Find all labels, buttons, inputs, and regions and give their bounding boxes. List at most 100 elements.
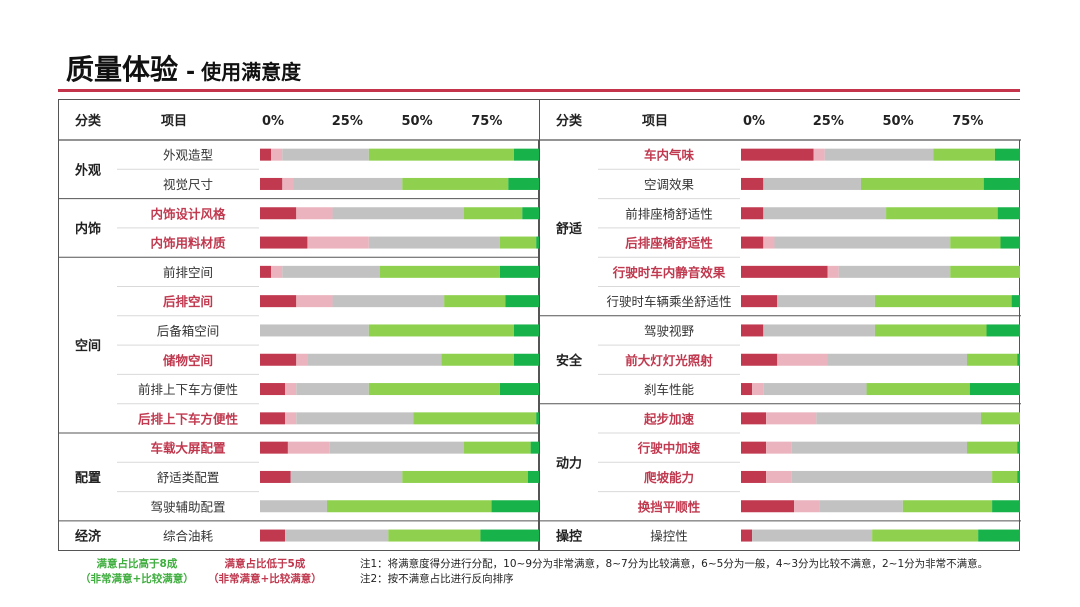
item-label: 车载大屏配置 xyxy=(150,441,226,456)
legend-red-line2: （非常满意+比较满意） xyxy=(208,573,322,585)
item-label: 内饰设计风格 xyxy=(150,206,226,221)
item-label: 舒适类配置 xyxy=(157,470,220,485)
bar-segment-neutral xyxy=(368,236,500,249)
item-label: 驾驶视野 xyxy=(644,323,695,338)
bar-segment-neutral xyxy=(332,295,445,308)
bar-segment-less-satisfied xyxy=(368,324,514,337)
bar-segment-neutral xyxy=(791,441,967,454)
bar-segment-neutral xyxy=(332,207,464,220)
bar-segment-neutral xyxy=(307,353,442,366)
bar-segment-neutral xyxy=(296,383,369,396)
bar-segment-neutral xyxy=(763,324,875,337)
header-item: 项目 xyxy=(642,114,668,129)
bar-segment-less-unsatisfied xyxy=(285,412,297,425)
bar-segment-very-unsatisfied xyxy=(741,265,828,278)
footnote-2: 注2：按不满意占比进行反向排序 xyxy=(360,573,514,585)
axis-tick-label: 0% xyxy=(743,114,765,129)
bar-segment-less-satisfied xyxy=(444,295,506,308)
bar-segment-very-unsatisfied xyxy=(741,383,753,396)
satisfaction-panel-left: 分类 项目 0% 25% 50% 75% 外观 外观造型 视觉尺寸 内饰 内饰设计风格 内饰用料材质空… xyxy=(58,99,540,551)
bar-segment-very-unsatisfied xyxy=(260,265,272,278)
item-label: 前大灯灯光照射 xyxy=(625,353,713,368)
category-label: 配置 xyxy=(75,471,101,486)
bar-segment-very-unsatisfied xyxy=(741,500,795,513)
bar-segment-very-unsatisfied xyxy=(741,177,764,190)
bar-segment-less-satisfied xyxy=(402,470,528,483)
bar-segment-very-satisfied xyxy=(994,148,1020,161)
item-label: 前排座椅舒适性 xyxy=(625,206,713,221)
bar-segment-neutral xyxy=(816,412,981,425)
title-accent-line xyxy=(58,89,1020,92)
item-label: 后排座椅舒适性 xyxy=(625,236,713,251)
bar-segment-very-unsatisfied xyxy=(260,412,286,425)
category-label: 外观 xyxy=(74,162,101,178)
bar-segment-less-satisfied xyxy=(874,295,1012,308)
category-label: 空间 xyxy=(75,338,101,354)
bar-segment-less-satisfied xyxy=(966,441,1018,454)
category-label: 内饰 xyxy=(75,221,101,237)
header-item: 项目 xyxy=(161,114,187,129)
bar-segment-less-satisfied xyxy=(980,412,1020,425)
bar-segment-neutral xyxy=(282,148,369,161)
bar-segment-very-unsatisfied xyxy=(741,324,764,337)
bar-segment-very-satisfied xyxy=(1017,470,1020,483)
bar-segment-very-satisfied xyxy=(491,500,539,513)
bar-segment-neutral xyxy=(293,177,403,190)
bar-segment-very-unsatisfied xyxy=(260,353,297,366)
legend-green-note: 满意占比高于8成 （非常满意+比较满意） xyxy=(80,557,194,587)
bar-segment-very-unsatisfied xyxy=(741,295,778,308)
item-label: 后备箱空间 xyxy=(157,323,220,338)
satisfaction-chart-right: 分类 项目 0% 25% 50% 75% 舒适 车内气味空调效果前排座椅舒适性后排座椅舒适性行… xyxy=(540,100,1021,545)
bar-segment-very-satisfied xyxy=(508,177,539,190)
item-label: 后排空间 xyxy=(163,294,213,309)
item-label: 换挡平顺性 xyxy=(638,499,701,514)
item-label: 储物空间 xyxy=(162,353,213,368)
axis-tick-label: 50% xyxy=(883,114,914,129)
bar-segment-very-satisfied xyxy=(513,148,539,161)
legend-green-line1: 满意占比高于8成 xyxy=(96,558,178,570)
bar-segment-very-unsatisfied xyxy=(260,470,291,483)
item-label: 前排上下车方便性 xyxy=(138,382,238,397)
bar-segment-less-unsatisfied xyxy=(752,383,764,396)
bar-segment-very-unsatisfied xyxy=(260,207,297,220)
bar-segment-neutral xyxy=(260,324,369,337)
bar-segment-less-unsatisfied xyxy=(282,177,294,190)
bar-segment-less-satisfied xyxy=(874,324,987,337)
bar-segment-very-unsatisfied xyxy=(741,470,767,483)
bar-segment-very-unsatisfied xyxy=(260,529,286,542)
bar-segment-less-satisfied xyxy=(441,353,514,366)
item-label: 后排上下车方便性 xyxy=(138,411,239,426)
bar-segment-neutral xyxy=(763,383,867,396)
bar-segment-very-satisfied xyxy=(983,177,1020,190)
bar-segment-less-unsatisfied xyxy=(827,265,839,278)
bar-segment-very-unsatisfied xyxy=(260,148,272,161)
bar-segment-less-satisfied xyxy=(326,500,492,513)
bar-segment-less-unsatisfied xyxy=(766,470,792,483)
bar-segment-less-unsatisfied xyxy=(307,236,369,249)
bar-segment-neutral xyxy=(282,265,380,278)
item-label: 起步加速 xyxy=(643,411,695,426)
bar-segment-very-unsatisfied xyxy=(741,529,753,542)
header-category: 分类 xyxy=(75,113,102,129)
item-label: 行驶时车辆乘坐舒适性 xyxy=(606,294,731,309)
title-subtitle: 使用满意度 xyxy=(201,60,302,84)
bar-segment-less-satisfied xyxy=(388,529,481,542)
item-label: 外观造型 xyxy=(163,148,213,163)
bar-segment-less-satisfied xyxy=(860,177,984,190)
bar-segment-very-satisfied xyxy=(992,500,1020,513)
bar-segment-less-satisfied xyxy=(866,383,970,396)
bar-segment-neutral xyxy=(752,529,873,542)
bar-segment-less-satisfied xyxy=(872,529,979,542)
bar-segment-less-unsatisfied xyxy=(794,500,820,513)
legend-red-line1: 满意占比低于5成 xyxy=(224,558,306,570)
header-category: 分类 xyxy=(556,113,583,129)
category-label: 舒适 xyxy=(556,221,582,237)
satisfaction-panel-right: 分类 项目 0% 25% 50% 75% 舒适 车内气味 空调效果 前排座椅舒适性 后排座椅舒适性行… xyxy=(539,99,1021,551)
bar-segment-neutral xyxy=(260,500,327,513)
bar-segment-less-satisfied xyxy=(413,412,537,425)
bar-segment-neutral xyxy=(824,148,934,161)
item-label: 综合油耗 xyxy=(163,529,214,544)
bar-segment-less-satisfied xyxy=(966,353,1018,366)
bar-segment-less-unsatisfied xyxy=(766,412,817,425)
